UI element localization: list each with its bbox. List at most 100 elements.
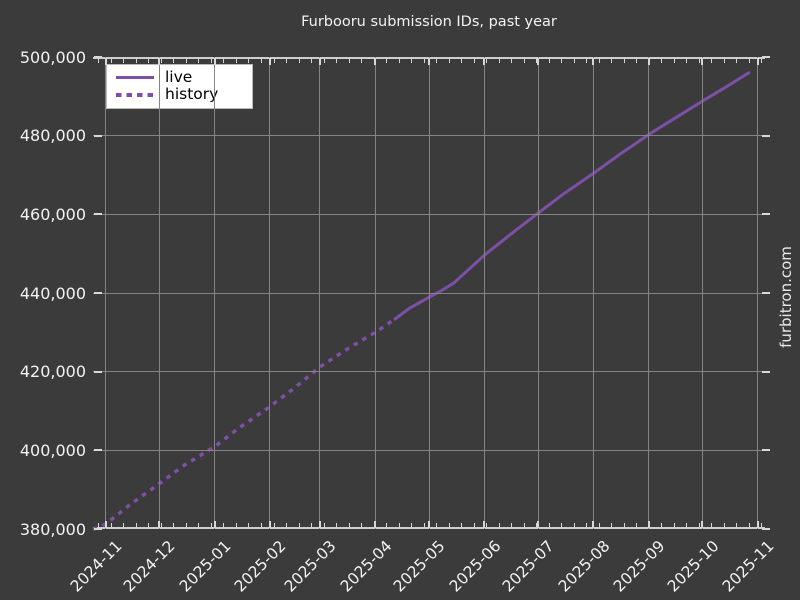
x-minor-tick-top (548, 59, 550, 63)
x-minor-tick-bottom (698, 523, 700, 527)
x-major-tick-top (268, 58, 271, 65)
x-major-tick-top (756, 58, 759, 65)
x-minor-tick-top (373, 59, 375, 63)
x-minor-tick-top (686, 59, 688, 63)
history-line (92, 317, 396, 532)
x-minor-tick-bottom (148, 523, 150, 527)
x-minor-tick-top (323, 59, 325, 63)
x-minor-tick-top (711, 59, 713, 63)
x-minor-tick-bottom (648, 523, 650, 527)
x-minor-tick-bottom (573, 523, 575, 527)
v-gridline (269, 57, 271, 529)
x-minor-tick-top (398, 59, 400, 63)
x-minor-tick-bottom (173, 523, 175, 527)
x-minor-tick-bottom (198, 523, 200, 527)
live-line (393, 71, 751, 321)
v-gridline (374, 57, 376, 529)
x-minor-tick-top (311, 59, 313, 63)
x-minor-tick-bottom (448, 523, 450, 527)
x-minor-tick-top (298, 59, 300, 63)
x-minor-tick-top (185, 59, 187, 63)
v-gridline (537, 57, 539, 529)
x-minor-tick-bottom (248, 523, 250, 527)
x-minor-tick-bottom (598, 523, 600, 527)
x-major-tick-top (483, 58, 486, 65)
y-tick-right (762, 528, 770, 530)
y-tick-left (94, 134, 102, 137)
x-minor-tick-top (511, 59, 513, 63)
x-minor-tick-bottom (748, 523, 750, 527)
x-minor-tick-top (348, 59, 350, 63)
v-gridline (214, 57, 216, 529)
v-gridline (158, 57, 160, 529)
x-minor-tick-top (473, 59, 475, 63)
x-major-tick-bottom (483, 521, 486, 528)
x-minor-tick-bottom (723, 523, 725, 527)
x-minor-tick-top (173, 59, 175, 63)
v-gridline (757, 57, 759, 529)
x-minor-tick-top (273, 59, 275, 63)
x-minor-tick-bottom (261, 523, 262, 527)
x-minor-tick-top (498, 59, 500, 63)
x-major-tick-top (428, 58, 430, 65)
legend-label-live: live (165, 68, 193, 86)
y-tick-left (94, 292, 102, 294)
x-major-tick-bottom (318, 521, 321, 528)
y-tick-right (762, 449, 770, 452)
x-minor-tick-bottom (511, 523, 513, 527)
y-tick-label: 460,000 (19, 204, 86, 224)
v-gridline (592, 57, 594, 529)
x-minor-tick-bottom (461, 523, 463, 527)
x-minor-tick-bottom (398, 523, 400, 527)
x-minor-tick-bottom (436, 523, 438, 527)
x-minor-tick-top (623, 59, 625, 63)
x-minor-tick-bottom (761, 523, 763, 527)
v-gridline (483, 57, 485, 529)
x-minor-tick-bottom (223, 523, 225, 527)
x-minor-tick-bottom (586, 523, 588, 527)
x-minor-tick-bottom (235, 523, 237, 527)
x-minor-tick-bottom (160, 523, 162, 527)
y-tick-right (762, 370, 770, 373)
x-minor-tick-top (648, 59, 650, 63)
x-minor-tick-bottom (736, 523, 738, 527)
x-minor-tick-bottom (336, 523, 338, 527)
x-minor-tick-top (536, 59, 538, 63)
legend-dashed-line-icon (116, 92, 154, 97)
x-minor-tick-top (561, 59, 563, 63)
x-minor-tick-top (336, 59, 338, 63)
x-minor-tick-bottom (686, 523, 688, 527)
legend-item-history: history (116, 86, 243, 103)
x-minor-tick-top (110, 59, 112, 63)
x-minor-tick-bottom (185, 523, 187, 527)
x-minor-tick-top (135, 59, 137, 63)
x-minor-tick-top (261, 59, 262, 63)
x-major-tick-bottom (701, 521, 704, 528)
x-minor-tick-top (486, 59, 488, 63)
x-minor-tick-bottom (373, 523, 375, 527)
x-minor-tick-bottom (548, 523, 550, 527)
x-major-tick-bottom (268, 521, 271, 528)
x-minor-tick-bottom (661, 523, 663, 527)
x-minor-tick-bottom (561, 523, 563, 527)
x-minor-tick-bottom (135, 523, 137, 527)
x-minor-tick-bottom (611, 523, 613, 527)
x-major-tick-top (701, 58, 704, 65)
x-minor-tick-top (661, 59, 663, 63)
x-minor-tick-bottom (98, 523, 100, 527)
x-major-tick-bottom (756, 521, 759, 528)
x-minor-tick-bottom (498, 523, 500, 527)
x-minor-tick-top (736, 59, 738, 63)
x-minor-tick-top (598, 59, 600, 63)
y-tick-label: 400,000 (19, 440, 86, 460)
x-major-tick-bottom (374, 521, 377, 528)
x-minor-tick-top (573, 59, 575, 63)
x-major-tick-top (374, 58, 377, 65)
x-minor-tick-bottom (210, 523, 212, 527)
y-tick-left (94, 370, 102, 373)
y-tick-right (762, 213, 770, 216)
y-tick-left (94, 449, 102, 452)
v-gridline (701, 57, 703, 529)
x-minor-tick-top (698, 59, 700, 63)
